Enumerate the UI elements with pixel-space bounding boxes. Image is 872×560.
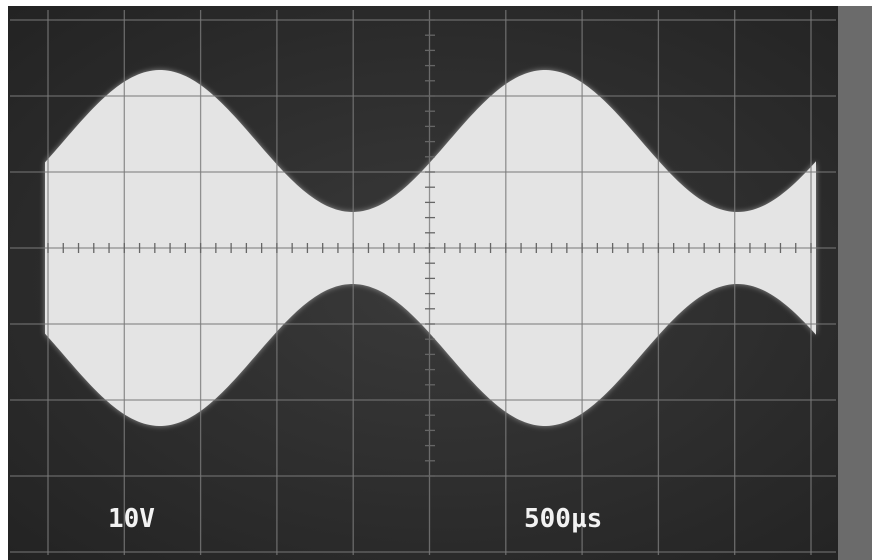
bezel-strip (838, 6, 872, 560)
graticule (10, 10, 836, 555)
vertical-scale-readout: 10V (108, 504, 155, 534)
horizontal-scale-readout: 500µs (524, 504, 602, 534)
